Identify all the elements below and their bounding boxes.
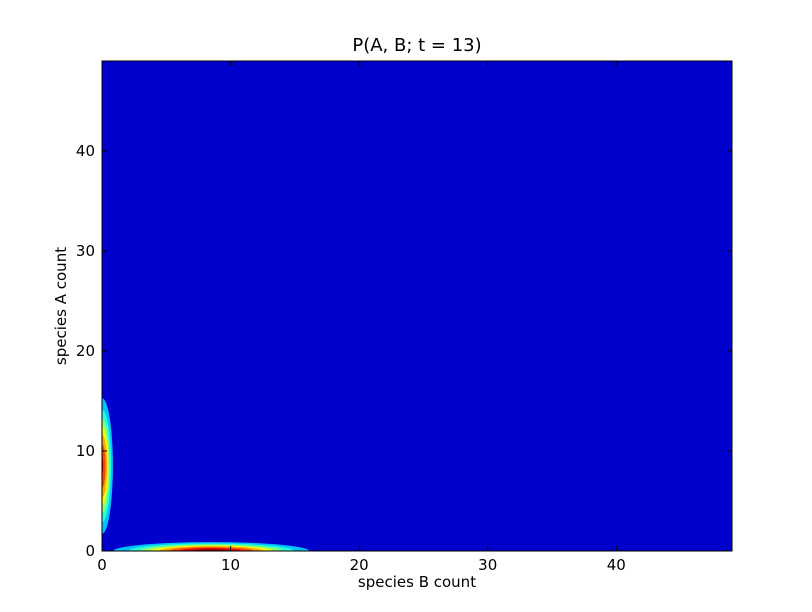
- x-tick-label: 20: [350, 556, 369, 574]
- density-contours: [102, 398, 310, 551]
- plot-area: [102, 61, 732, 551]
- plot-frame: [101, 60, 733, 552]
- x-axis-ticks: 0 10 20 30 40: [97, 61, 626, 574]
- x-tick-label: 40: [607, 556, 626, 574]
- y-tick-label: 20: [76, 342, 95, 360]
- y-axis-label: species A count: [52, 247, 70, 365]
- x-tick-label: 30: [478, 556, 497, 574]
- y-tick-label: 40: [76, 142, 95, 160]
- y-tick-label: 0: [85, 542, 95, 560]
- y-axis-ticks: 0 10 20 30 40: [76, 142, 732, 560]
- contour-band: [102, 443, 106, 489]
- x-tick-label: 10: [221, 556, 240, 574]
- chart-title: P(A, B; t = 13): [352, 35, 481, 56]
- y-tick-label: 10: [76, 442, 95, 460]
- x-tick-label: 0: [97, 556, 107, 574]
- x-axis-label: species B count: [358, 573, 476, 591]
- y-tick-label: 30: [76, 242, 95, 260]
